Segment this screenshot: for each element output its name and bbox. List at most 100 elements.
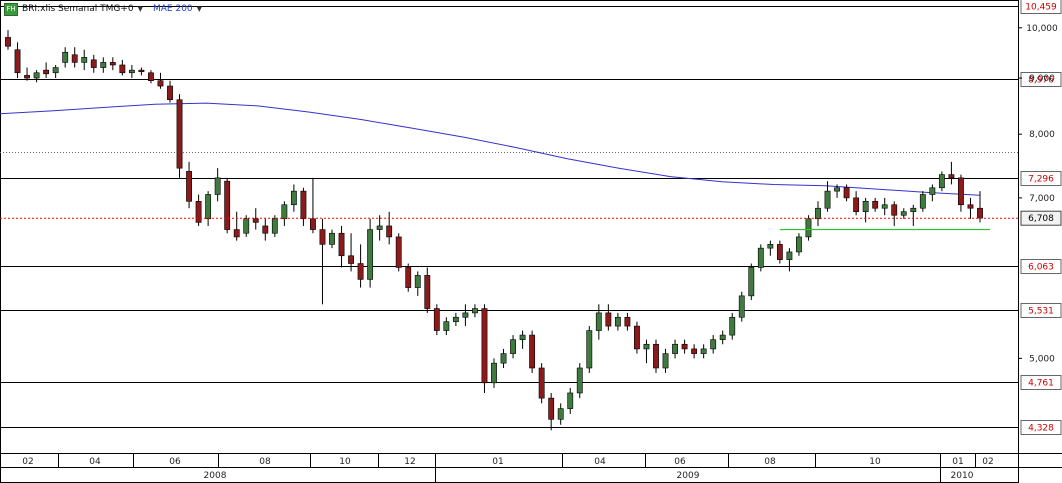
candle-up <box>710 339 717 350</box>
candle-up <box>748 267 755 297</box>
symbol-dropdown-icon[interactable]: ▼ <box>137 5 143 13</box>
candle-down <box>348 255 354 264</box>
chart-app-icon: FH <box>4 2 18 16</box>
candle-up <box>586 330 593 369</box>
candle-up <box>729 316 736 336</box>
candle-down <box>224 180 231 230</box>
candle-down <box>872 201 879 209</box>
month-label: 06 <box>169 457 181 467</box>
candle-up <box>290 190 297 206</box>
candle-up <box>824 190 831 209</box>
y-tick-label: 5,000 <box>1029 354 1055 364</box>
month-label: 02 <box>982 457 993 467</box>
candle-down <box>386 225 393 238</box>
symbol-label[interactable]: BRI:xlis Semanal TMG+0 <box>22 4 134 14</box>
level-label: 10,459 <box>1025 3 1057 13</box>
candle-up <box>862 201 869 213</box>
candles-layer <box>5 30 983 431</box>
candle-up <box>805 218 812 238</box>
month-label: 01 <box>492 457 503 467</box>
candle-up <box>643 343 650 350</box>
candle-down <box>167 85 173 101</box>
candle-down <box>977 207 983 219</box>
ma-indicator-label[interactable]: MAE 200 <box>153 4 193 14</box>
y-tick-label: 7,000 <box>1029 194 1055 204</box>
candle-up <box>62 51 69 63</box>
horizontal-levels <box>0 6 1018 428</box>
level-label-box <box>1020 72 1062 87</box>
candle-up <box>900 211 907 216</box>
candle-up <box>614 316 621 327</box>
candle-up <box>919 194 926 209</box>
candle-down <box>252 218 259 223</box>
last-price-label: 6,708 <box>1028 214 1054 224</box>
candle-up <box>205 194 212 220</box>
candle-up <box>557 408 564 420</box>
candle-up <box>910 207 917 213</box>
candle-down <box>481 308 488 384</box>
candle-up <box>938 174 945 189</box>
candle-up <box>929 187 936 195</box>
year-label: 2008 <box>204 471 227 481</box>
candle-down <box>424 275 431 309</box>
year-label: 2009 <box>677 471 700 481</box>
month-label: 10 <box>869 457 881 467</box>
candle-up <box>796 236 802 253</box>
candle-down <box>262 225 269 234</box>
candle-up <box>100 62 107 68</box>
candle-down <box>538 367 545 399</box>
candle-up <box>519 334 526 340</box>
candle-up <box>834 187 840 192</box>
level-label: 5,531 <box>1028 307 1054 317</box>
moving-average-layer <box>0 102 981 196</box>
candle-down <box>948 174 955 179</box>
candle-up <box>595 312 602 331</box>
month-label: 02 <box>22 457 33 467</box>
month-label: 12 <box>404 457 415 467</box>
month-label: 08 <box>259 457 271 467</box>
candle-down <box>71 54 78 63</box>
candle-up <box>367 229 374 280</box>
candle-up <box>881 204 888 209</box>
candle-down <box>691 348 698 354</box>
candle-up <box>271 218 278 234</box>
candle-down <box>90 59 97 68</box>
candle-down <box>14 49 21 74</box>
candle-down <box>338 232 345 257</box>
candle-down <box>310 218 316 230</box>
candle-down <box>776 244 783 260</box>
candle-up <box>243 218 250 234</box>
y-tick-label: 10,000 <box>1026 24 1058 34</box>
month-label: 10 <box>339 457 351 467</box>
candle-down <box>300 190 307 220</box>
candle-up <box>128 69 135 74</box>
ma-dropdown-icon[interactable]: ▼ <box>196 5 203 13</box>
year-label: 2010 <box>951 471 974 481</box>
candle-up <box>491 362 497 384</box>
level-label: 4,328 <box>1028 424 1054 434</box>
candle-down <box>357 263 364 280</box>
level-label: 8,976 <box>1028 76 1054 86</box>
candle-down <box>843 187 850 199</box>
candle-down <box>138 69 145 73</box>
level-label: 6,063 <box>1028 263 1054 273</box>
candle-up <box>815 207 821 220</box>
candle-up <box>662 353 669 369</box>
candle-up <box>719 334 726 340</box>
month-label: 06 <box>674 457 686 467</box>
level-label-box <box>1020 303 1062 318</box>
candle-up <box>567 392 574 409</box>
candle-down <box>548 397 555 420</box>
candle-up <box>33 72 40 79</box>
candle-down <box>624 316 631 327</box>
candle-up <box>672 343 678 354</box>
y-tick-label: 9,000 <box>1029 74 1055 84</box>
level-label-box <box>1020 171 1062 186</box>
candle-down <box>148 72 154 81</box>
candle-down <box>186 171 192 202</box>
overlay-lines <box>0 217 1018 231</box>
candle-up <box>329 232 335 245</box>
